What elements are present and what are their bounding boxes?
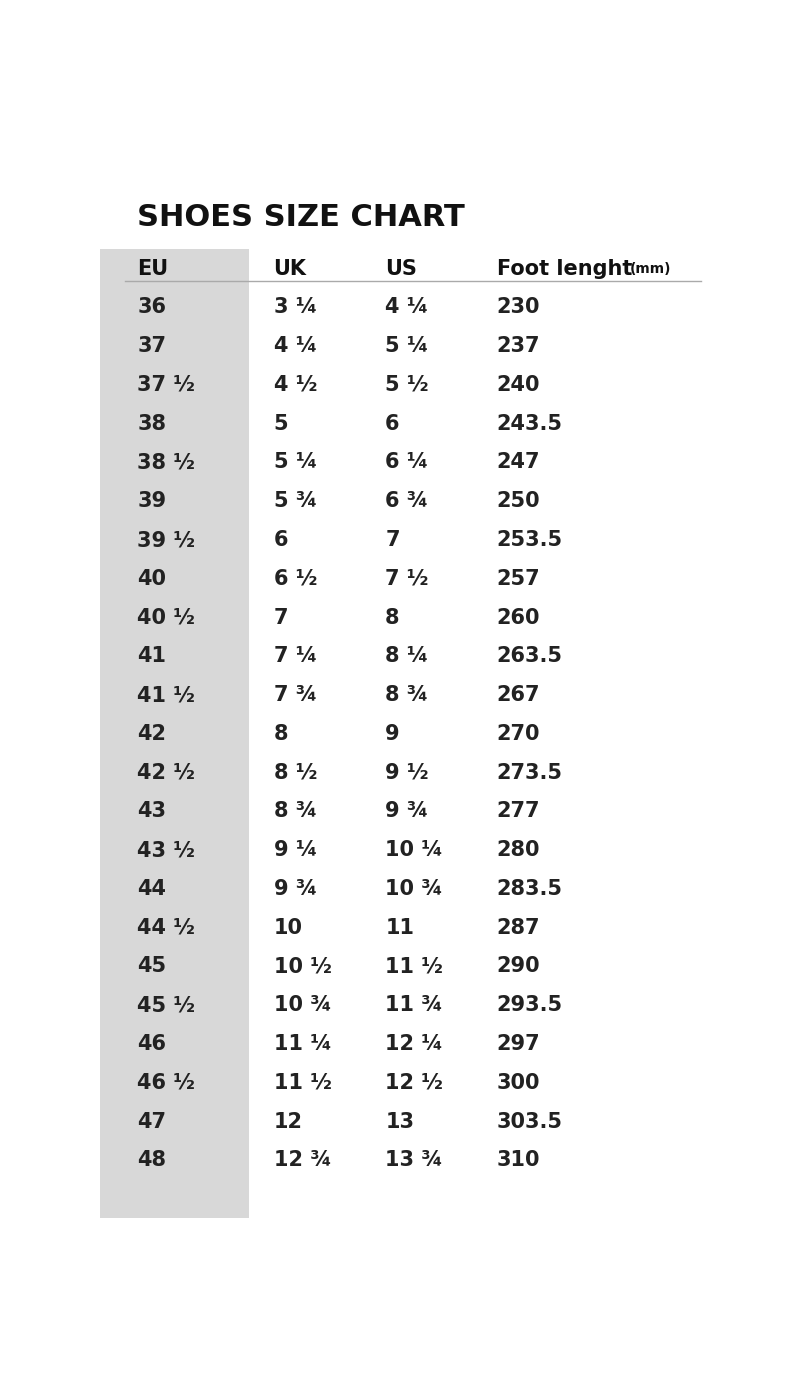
Text: 47: 47 <box>138 1112 166 1131</box>
FancyBboxPatch shape <box>100 249 249 1218</box>
Text: 297: 297 <box>497 1034 541 1054</box>
Text: 283.5: 283.5 <box>497 878 562 899</box>
Text: US: US <box>386 258 417 279</box>
Text: 9: 9 <box>386 724 400 744</box>
Text: 10 ¾: 10 ¾ <box>274 996 331 1015</box>
Text: 7 ½: 7 ½ <box>386 569 429 588</box>
Text: 40 ½: 40 ½ <box>138 608 195 627</box>
Text: 8 ¼: 8 ¼ <box>386 646 429 666</box>
Text: 310: 310 <box>497 1150 540 1170</box>
Text: 243.5: 243.5 <box>497 414 562 434</box>
Text: 260: 260 <box>497 608 540 627</box>
Text: 273.5: 273.5 <box>497 762 562 783</box>
Text: 253.5: 253.5 <box>497 530 563 550</box>
Text: 41 ½: 41 ½ <box>138 685 195 706</box>
Text: 4 ½: 4 ½ <box>274 374 317 395</box>
Text: 44: 44 <box>138 878 166 899</box>
Text: 287: 287 <box>497 918 540 938</box>
Text: 43 ½: 43 ½ <box>138 840 195 860</box>
Text: 10 ¾: 10 ¾ <box>386 878 443 899</box>
Text: 45: 45 <box>138 957 166 976</box>
Text: 45 ½: 45 ½ <box>138 996 195 1015</box>
Text: 13 ¾: 13 ¾ <box>386 1150 443 1170</box>
Text: 263.5: 263.5 <box>497 646 562 666</box>
Text: 46 ½: 46 ½ <box>138 1073 195 1092</box>
Text: 5 ¾: 5 ¾ <box>274 492 317 511</box>
Text: 12 ¼: 12 ¼ <box>386 1034 443 1054</box>
Text: 6: 6 <box>274 530 288 550</box>
Text: 8 ¾: 8 ¾ <box>386 685 429 706</box>
Text: 46: 46 <box>138 1034 166 1054</box>
Text: 230: 230 <box>497 297 540 318</box>
Text: 4 ¼: 4 ¼ <box>274 336 317 356</box>
Text: 38 ½: 38 ½ <box>138 453 195 472</box>
Text: 8 ½: 8 ½ <box>274 762 317 783</box>
Text: 37 ½: 37 ½ <box>138 374 195 395</box>
Text: UK: UK <box>274 258 306 279</box>
Text: 9 ¾: 9 ¾ <box>274 878 317 899</box>
Text: 38: 38 <box>138 414 166 434</box>
Text: 37: 37 <box>138 336 166 356</box>
Text: 280: 280 <box>497 840 540 860</box>
Text: 48: 48 <box>138 1150 166 1170</box>
Text: 10 ¼: 10 ¼ <box>386 840 443 860</box>
Text: 7 ¼: 7 ¼ <box>274 646 317 666</box>
Text: 12: 12 <box>274 1112 302 1131</box>
Text: 277: 277 <box>497 801 540 822</box>
Text: 39 ½: 39 ½ <box>138 530 195 550</box>
Text: 13: 13 <box>386 1112 414 1131</box>
Text: 7 ¾: 7 ¾ <box>274 685 317 706</box>
Text: 267: 267 <box>497 685 540 706</box>
Text: 10 ½: 10 ½ <box>274 957 331 976</box>
Text: 7: 7 <box>386 530 400 550</box>
Text: 303.5: 303.5 <box>497 1112 562 1131</box>
Text: (mm): (mm) <box>630 261 672 276</box>
Text: 12 ½: 12 ½ <box>386 1073 443 1092</box>
Text: 10: 10 <box>274 918 302 938</box>
Text: 5: 5 <box>274 414 288 434</box>
Text: 9 ½: 9 ½ <box>386 762 429 783</box>
Text: 293.5: 293.5 <box>497 996 563 1015</box>
Text: 270: 270 <box>497 724 540 744</box>
Text: 247: 247 <box>497 453 540 472</box>
Text: 42 ½: 42 ½ <box>138 762 195 783</box>
Text: 41: 41 <box>138 646 166 666</box>
Text: 8: 8 <box>274 724 288 744</box>
Text: 3 ¼: 3 ¼ <box>274 297 317 318</box>
Text: SHOES SIZE CHART: SHOES SIZE CHART <box>138 203 465 232</box>
Text: 237: 237 <box>497 336 540 356</box>
Text: 11 ½: 11 ½ <box>386 957 443 976</box>
Text: 5 ¼: 5 ¼ <box>386 336 429 356</box>
Text: 11 ½: 11 ½ <box>274 1073 331 1092</box>
Text: 250: 250 <box>497 492 541 511</box>
Text: 6 ¾: 6 ¾ <box>386 492 429 511</box>
Text: 11 ¾: 11 ¾ <box>386 996 443 1015</box>
Text: 11: 11 <box>386 918 414 938</box>
Text: 6 ½: 6 ½ <box>274 569 317 588</box>
Text: 6: 6 <box>386 414 400 434</box>
Text: 290: 290 <box>497 957 541 976</box>
Text: Foot lenght: Foot lenght <box>497 258 639 279</box>
Text: 4 ¼: 4 ¼ <box>386 297 429 318</box>
Text: 7: 7 <box>274 608 288 627</box>
Text: 12 ¾: 12 ¾ <box>274 1150 331 1170</box>
Text: 5 ½: 5 ½ <box>386 374 429 395</box>
Text: 8: 8 <box>386 608 400 627</box>
Text: 44 ½: 44 ½ <box>138 918 195 938</box>
Text: 5 ¼: 5 ¼ <box>274 453 317 472</box>
Text: 36: 36 <box>138 297 166 318</box>
Text: EU: EU <box>138 258 168 279</box>
Text: 6 ¼: 6 ¼ <box>386 453 429 472</box>
Text: 300: 300 <box>497 1073 540 1092</box>
Text: 42: 42 <box>138 724 166 744</box>
Text: 39: 39 <box>138 492 166 511</box>
Text: 11 ¼: 11 ¼ <box>274 1034 331 1054</box>
Text: 9 ¼: 9 ¼ <box>274 840 317 860</box>
Text: 9 ¾: 9 ¾ <box>386 801 429 822</box>
Text: 40: 40 <box>138 569 166 588</box>
Text: 257: 257 <box>497 569 541 588</box>
Text: 240: 240 <box>497 374 540 395</box>
Text: 43: 43 <box>138 801 166 822</box>
Text: 8 ¾: 8 ¾ <box>274 801 317 822</box>
